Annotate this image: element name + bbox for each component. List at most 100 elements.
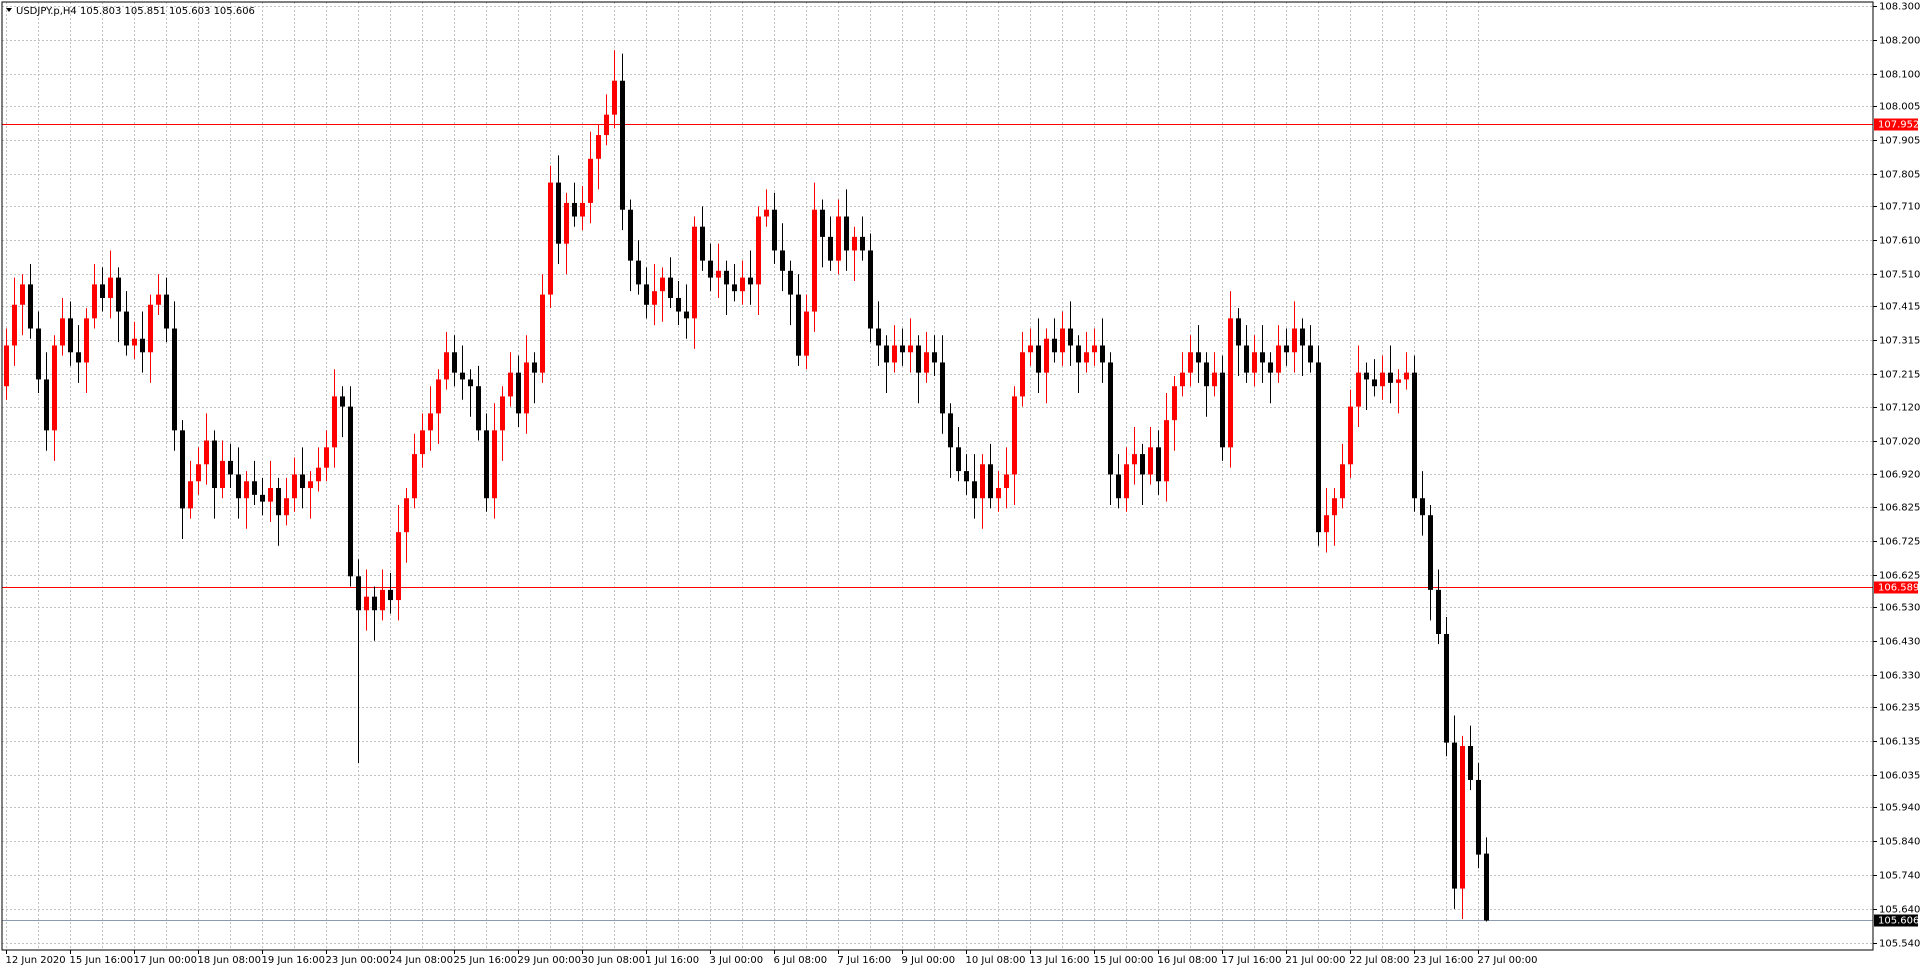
y-tick-label: 105.940: [1879, 803, 1920, 814]
bid-label-box: [1874, 914, 1918, 927]
candle-body: [604, 114, 609, 136]
candle-body: [1332, 498, 1337, 516]
candle-body: [276, 488, 281, 516]
x-tick-label: 12 Jun 2020: [6, 955, 66, 966]
y-tick-label: 107.510: [1879, 270, 1920, 281]
y-tick-label: 106.430: [1879, 637, 1920, 648]
candle-body: [292, 474, 297, 499]
candle-body: [836, 216, 841, 261]
candle-body: [1036, 345, 1041, 373]
bid-label: 105.606: [1878, 916, 1919, 927]
candle-body: [524, 362, 529, 414]
candle-body: [956, 447, 961, 472]
candle-body: [740, 277, 745, 292]
candle-body: [436, 379, 441, 414]
candle-body: [188, 481, 193, 509]
y-tick-label: 106.625: [1879, 571, 1920, 582]
candle-body: [948, 413, 953, 448]
candle-body: [28, 284, 33, 329]
candle-body: [820, 209, 825, 237]
candle-body: [1028, 345, 1033, 353]
candle-body: [380, 589, 385, 611]
candle-body: [996, 488, 1001, 499]
candle-body: [36, 328, 41, 380]
candle-body: [1284, 345, 1289, 353]
candle-body: [52, 345, 57, 431]
candle-body: [532, 362, 537, 373]
candle-body: [420, 430, 425, 455]
candle-body: [804, 311, 809, 356]
candle-body: [1252, 352, 1257, 373]
candles-layer: [4, 50, 1489, 922]
candle-body: [356, 576, 361, 611]
candle-body: [1460, 746, 1465, 889]
candle-body: [172, 328, 177, 431]
candle-body: [548, 182, 553, 295]
candle-body: [844, 216, 849, 251]
candle-body: [1308, 345, 1313, 363]
candle-body: [1140, 454, 1145, 475]
candle-body: [708, 260, 713, 278]
y-tick-label: 108.005: [1879, 102, 1920, 113]
candle-body: [812, 209, 817, 312]
candle-body: [1060, 328, 1065, 353]
candle-body: [68, 318, 73, 353]
candle-body: [1220, 372, 1225, 448]
candle-body: [12, 304, 17, 346]
candle-body: [1476, 779, 1481, 855]
candle-body: [572, 202, 577, 217]
candle-body: [1180, 372, 1185, 387]
candle-body: [692, 226, 697, 319]
x-tick-label: 23 Jun 00:00: [326, 955, 390, 966]
candle-body: [892, 345, 897, 363]
candle-body: [1172, 386, 1177, 421]
chart-title: USDJPY.p,H4 105.803 105.851 105.603 105.…: [16, 6, 255, 17]
candle-body: [860, 236, 865, 251]
candle-body: [1092, 345, 1097, 353]
x-tick-label: 15 Jun 16:00: [70, 955, 134, 966]
candle-body: [20, 284, 25, 305]
candle-body: [1044, 338, 1049, 373]
candle-body: [284, 498, 289, 516]
candle-body: [412, 454, 417, 499]
candle-body: [476, 386, 481, 431]
x-tick-label: 13 Jul 16:00: [1030, 955, 1090, 966]
candle-body: [596, 135, 601, 159]
candle-body: [1196, 352, 1201, 363]
candle-body: [1260, 352, 1265, 363]
candle-body: [1116, 474, 1121, 499]
candle-body: [244, 481, 249, 499]
symbol-menu-icon[interactable]: [6, 8, 12, 12]
candle-body: [452, 352, 457, 373]
candle-body: [372, 596, 377, 611]
candle-body: [556, 182, 561, 244]
candle-body: [1364, 372, 1369, 380]
candle-body: [580, 202, 585, 217]
candle-body: [484, 430, 489, 499]
candle-body: [1268, 362, 1273, 373]
candle-body: [1068, 328, 1073, 346]
candle-body: [764, 209, 769, 217]
y-tick-label: 107.120: [1879, 403, 1920, 414]
candle-body: [732, 284, 737, 292]
candle-body: [1204, 362, 1209, 387]
candle-body: [636, 260, 641, 285]
candle-body: [324, 447, 329, 468]
candle-body: [884, 345, 889, 363]
candle-body: [1012, 396, 1017, 475]
candle-body: [1004, 474, 1009, 489]
y-tick-label: 107.020: [1879, 437, 1920, 448]
candle-body: [716, 270, 721, 278]
y-tick-label: 106.330: [1879, 671, 1920, 682]
x-tick-label: 22 Jul 08:00: [1350, 955, 1410, 966]
candle-body: [900, 345, 905, 353]
x-tick-label: 17 Jul 16:00: [1222, 955, 1282, 966]
candle-body: [444, 352, 449, 380]
candle-body: [868, 250, 873, 329]
candle-body: [1244, 345, 1249, 373]
candle-body: [428, 413, 433, 431]
candle-body: [1372, 379, 1377, 387]
candle-body: [92, 284, 97, 319]
candle-body: [1340, 464, 1345, 499]
